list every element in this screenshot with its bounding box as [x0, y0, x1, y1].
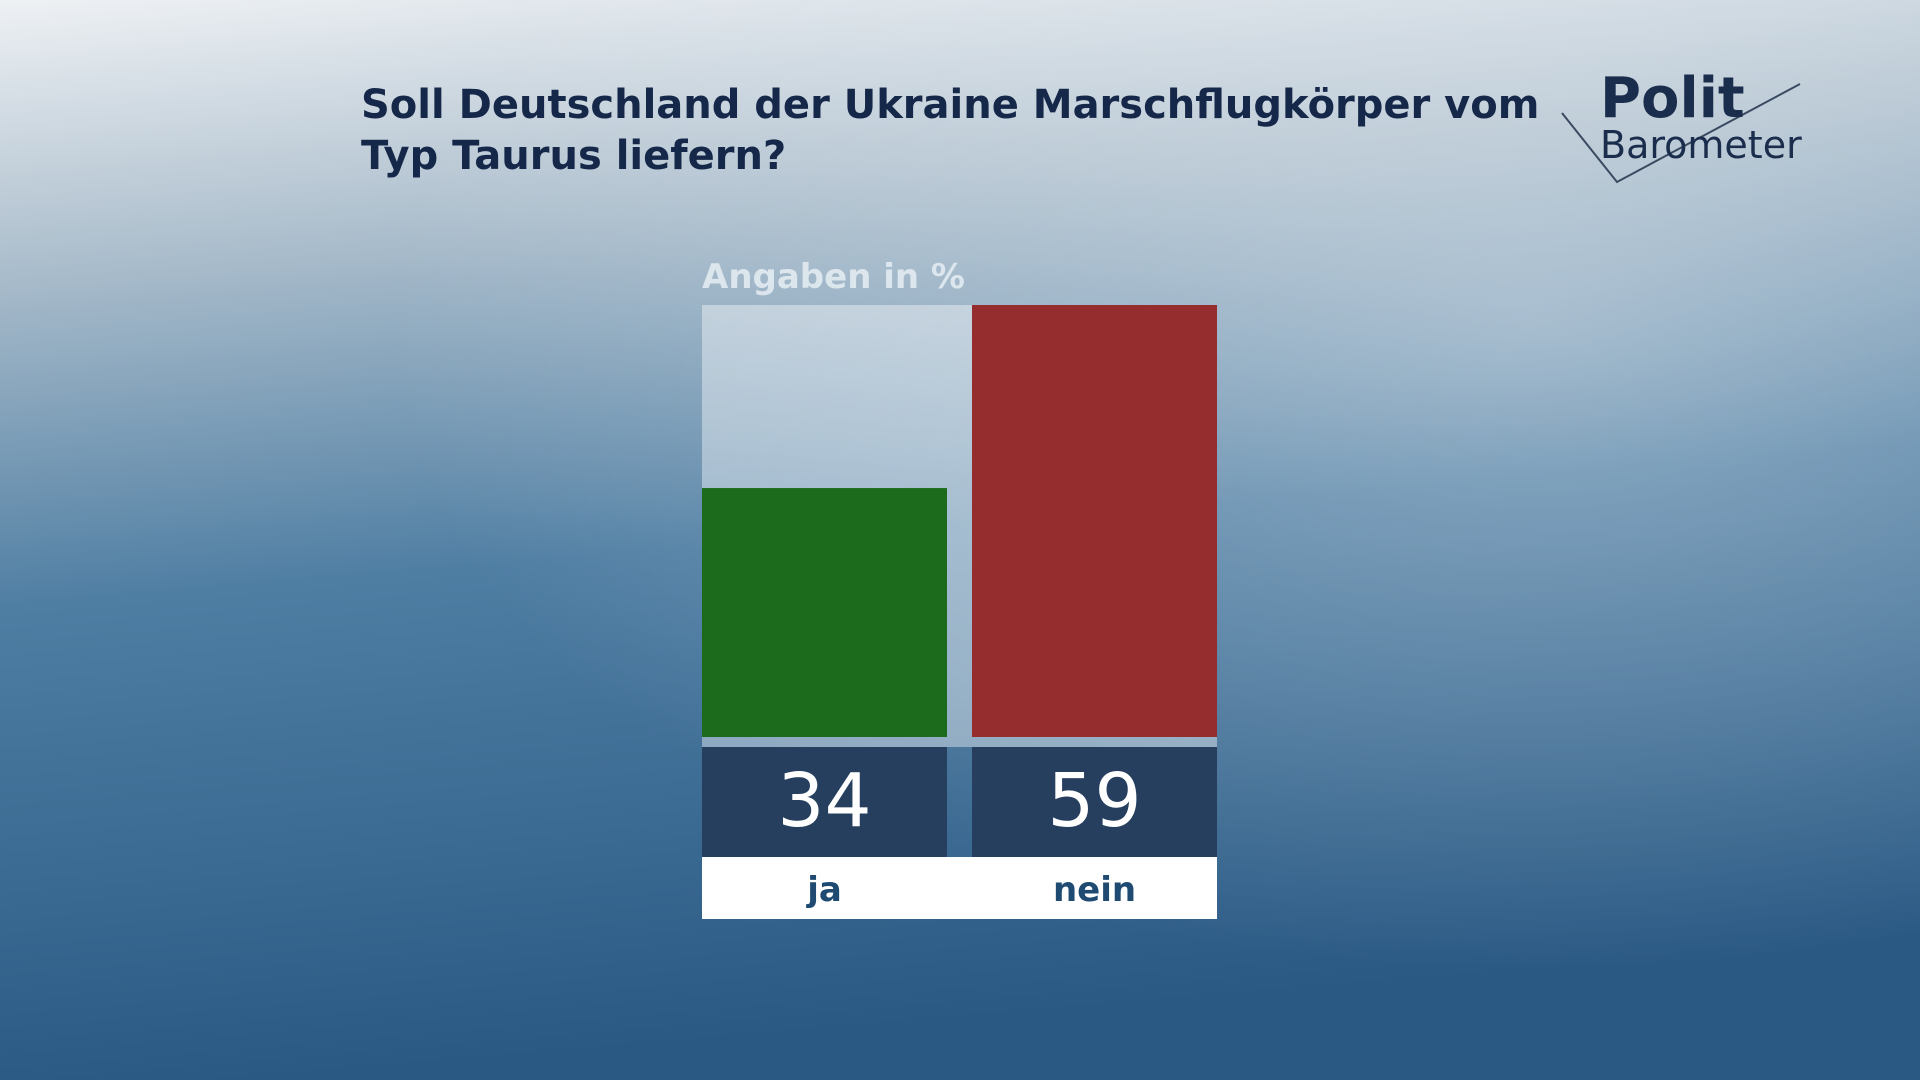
bar — [702, 488, 947, 737]
value-box — [702, 747, 947, 857]
x-tick-label: nein — [1053, 870, 1136, 910]
category-box — [947, 857, 1217, 919]
logo-check — [1561, 83, 1801, 184]
value-label: 34 — [777, 758, 871, 844]
bar — [972, 305, 1217, 737]
logo-subtitle: Barometer — [1600, 123, 1802, 167]
chart-subtitle: Angaben in % — [702, 257, 965, 297]
logo: Polit Barometer — [1561, 66, 1802, 184]
value-label: 59 — [1047, 758, 1141, 844]
x-tick-label: ja — [805, 870, 842, 910]
logo-title: Polit — [1600, 66, 1745, 131]
value-box — [972, 747, 1217, 857]
category-box — [702, 857, 972, 919]
chart-title: Soll Deutschland der Ukraine Marschflugk… — [361, 82, 1539, 179]
